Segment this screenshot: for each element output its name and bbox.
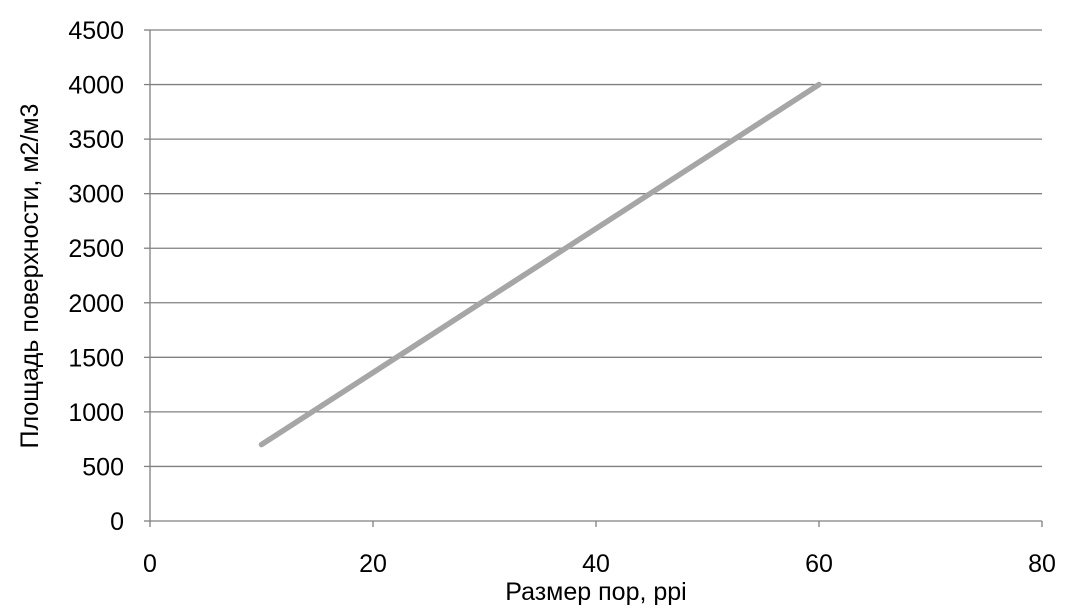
x-axis-title: Размер пор, ppi bbox=[505, 578, 686, 606]
y-tick-label: 0 bbox=[110, 508, 124, 536]
x-tick-label: 40 bbox=[582, 550, 610, 578]
x-tick-label: 80 bbox=[1028, 550, 1056, 578]
y-tick-label: 1000 bbox=[68, 399, 124, 427]
tick-label-layer: 0 500 1000 1500 2000 2500 3000 3500 4000 4500 0 20 4… bbox=[68, 17, 1056, 578]
y-tick-label: 500 bbox=[82, 453, 124, 481]
y-tick-label: 4000 bbox=[68, 72, 124, 100]
y-tick-label: 3500 bbox=[68, 126, 124, 154]
y-tick-label: 1500 bbox=[68, 344, 124, 372]
y-tick-label: 3000 bbox=[68, 181, 124, 209]
series-layer bbox=[258, 81, 822, 448]
y-tick-label: 2000 bbox=[68, 290, 124, 318]
x-tick-label: 60 bbox=[805, 550, 833, 578]
y-tick-label: 4500 bbox=[68, 17, 124, 45]
axis-layer bbox=[144, 29, 1043, 527]
y-axis-title: Площадь поверхности, м2/м3 bbox=[16, 104, 44, 449]
series-line bbox=[258, 81, 822, 448]
x-tick-label: 20 bbox=[359, 550, 387, 578]
grid-layer bbox=[150, 29, 1042, 468]
y-tick-label: 2500 bbox=[68, 235, 124, 263]
x-tick-label: 0 bbox=[143, 550, 157, 578]
